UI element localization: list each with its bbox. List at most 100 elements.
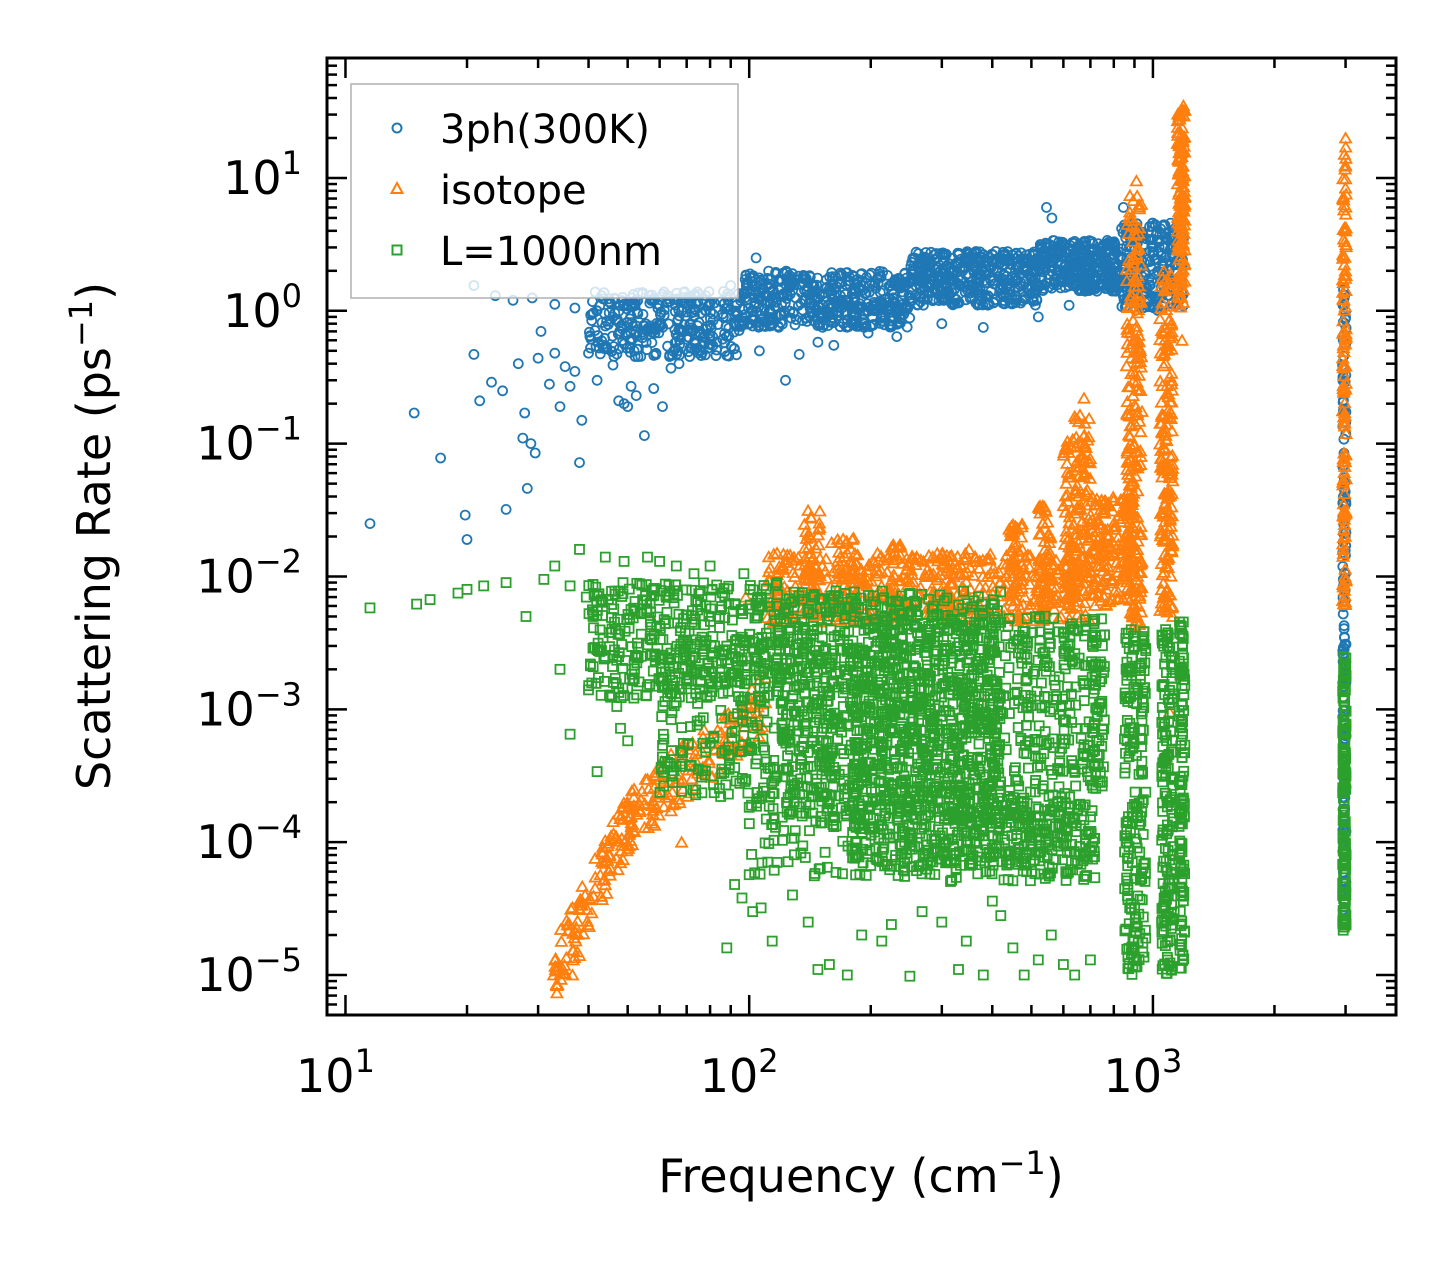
data-point-circle — [797, 315, 808, 326]
data-point-circle — [710, 350, 722, 362]
data-point-circle — [692, 320, 703, 332]
data-point-circle — [782, 290, 793, 302]
data-point-circle — [719, 297, 730, 309]
data-point-circle — [610, 314, 622, 326]
data-point-circle — [584, 331, 596, 343]
data-point-circle — [699, 332, 710, 343]
data-point-circle — [690, 336, 702, 348]
data-point-circle — [828, 284, 840, 296]
data-point-circle — [753, 293, 765, 305]
data-point-circle — [717, 308, 728, 320]
data-point-circle — [902, 303, 913, 315]
data-point-circle — [808, 300, 820, 312]
data-point-circle — [895, 280, 906, 292]
plot-area — [325, 56, 1398, 1017]
data-point-circle — [784, 305, 796, 317]
data-point-circle — [764, 313, 775, 325]
data-point-circle — [846, 315, 858, 326]
data-point-circle — [874, 265, 885, 277]
data-point-circle — [895, 317, 906, 329]
data-point-circle — [674, 334, 685, 346]
data-point-circle — [707, 314, 719, 326]
data-point-circle — [684, 318, 696, 330]
data-point-circle — [874, 317, 886, 329]
data-point-circle — [844, 275, 856, 287]
data-point-circle — [763, 265, 774, 277]
data-point-circle — [860, 320, 872, 332]
data-point-circle — [875, 270, 886, 282]
data-point-circle — [584, 326, 595, 338]
data-point-circle — [833, 307, 845, 318]
data-point-circle — [744, 268, 756, 280]
data-point-circle — [860, 287, 872, 299]
data-point-circle — [637, 332, 648, 344]
data-point-circle — [674, 339, 685, 351]
data-point-circle — [834, 321, 846, 333]
data-point-circle — [728, 343, 740, 355]
series-circle — [364, 201, 1352, 917]
data-point-circle — [853, 281, 865, 293]
data-point-circle — [735, 320, 747, 332]
data-point-circle — [754, 272, 765, 284]
data-point-circle — [737, 304, 749, 316]
data-point-circle — [649, 327, 661, 339]
data-point-circle — [863, 301, 875, 313]
data-point-circle — [711, 336, 723, 348]
data-point-circle — [667, 349, 678, 361]
data-point-circle — [592, 336, 604, 348]
data-point-circle — [725, 341, 737, 352]
data-point-circle — [797, 294, 809, 306]
data-point-circle — [740, 294, 752, 306]
data-point-circle — [893, 273, 904, 285]
data-point-circle — [719, 303, 731, 315]
data-point-circle — [690, 303, 702, 315]
data-point-circle — [637, 308, 649, 320]
data-point-circle — [811, 279, 823, 291]
data-point-circle — [646, 337, 658, 349]
data-point-circle — [624, 334, 636, 346]
data-point-circle — [772, 275, 784, 287]
data-point-circle — [719, 328, 730, 340]
data-point-circle — [618, 300, 629, 312]
data-point-circle — [896, 302, 908, 314]
data-point-circle — [596, 317, 608, 328]
data-point-circle — [633, 343, 644, 355]
data-point-circle — [593, 342, 605, 354]
data-point-circle — [674, 323, 686, 335]
data-point-circle — [662, 340, 673, 352]
data-point-circle — [742, 279, 754, 291]
data-point-circle — [614, 328, 625, 340]
data-point-circle — [856, 275, 868, 287]
data-point-circle — [586, 315, 598, 327]
data-point-circle — [864, 321, 876, 333]
data-point-circle — [928, 293, 940, 305]
data-point-circle — [800, 272, 812, 284]
data-point-circle — [764, 282, 776, 294]
data-point-circle — [821, 281, 833, 293]
data-point-circle — [758, 284, 769, 295]
data-point-circle — [826, 317, 838, 328]
data-points — [364, 98, 1354, 999]
data-point-circle — [624, 313, 636, 325]
data-point-circle — [790, 314, 802, 326]
data-point-circle — [844, 271, 855, 283]
data-point-circle — [770, 296, 781, 308]
data-point-circle — [887, 295, 899, 307]
data-point-circle — [798, 269, 809, 281]
data-point-circle — [883, 297, 894, 308]
data-point-circle — [826, 271, 838, 283]
data-point-circle — [781, 267, 793, 279]
data-point-circle — [812, 272, 823, 284]
data-point-circle — [721, 330, 732, 342]
data-point-circle — [777, 318, 788, 330]
data-point-circle — [650, 349, 662, 361]
data-point-circle — [756, 314, 768, 325]
data-point-circle — [814, 307, 826, 319]
data-point-circle — [830, 271, 841, 283]
data-point-circle — [808, 315, 820, 327]
data-point-circle — [841, 299, 853, 311]
data-point-circle — [788, 279, 800, 291]
data-point-circle — [884, 321, 896, 333]
data-point-circle — [806, 278, 818, 290]
